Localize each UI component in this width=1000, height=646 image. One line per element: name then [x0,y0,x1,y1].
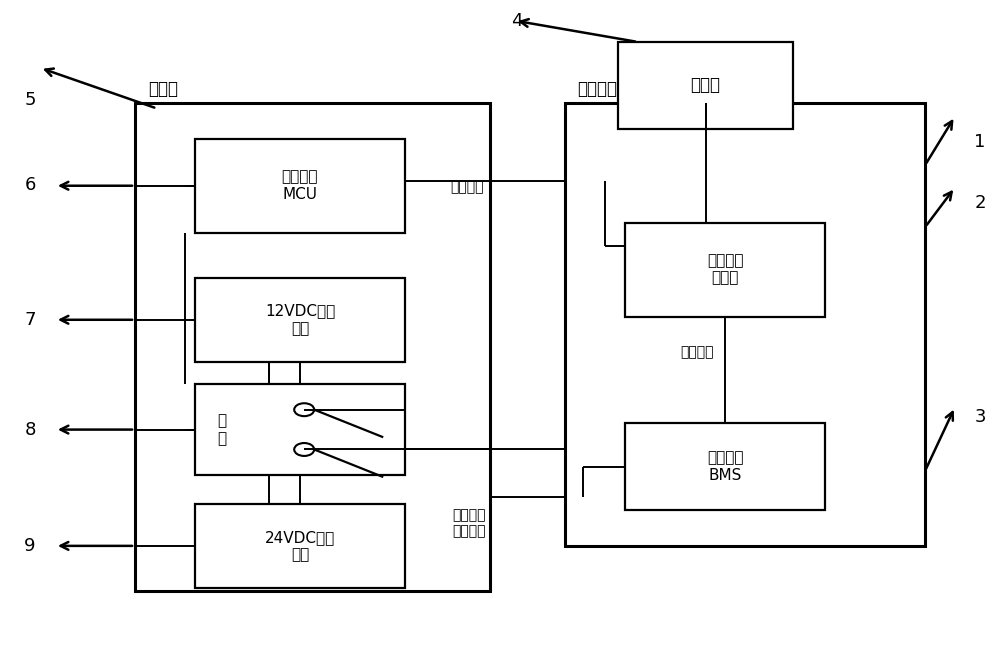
Text: 通信总线: 通信总线 [450,180,484,194]
Text: 充电机: 充电机 [148,80,178,98]
Text: 上位机: 上位机 [690,76,720,94]
Bar [195,139,405,233]
Text: 9: 9 [24,537,36,555]
Bar [565,103,925,546]
Bar [625,423,825,510]
Bar [195,278,405,362]
Text: 4: 4 [511,12,523,30]
Text: 3: 3 [974,408,986,426]
Text: 低压辅助
电源导线: 低压辅助 电源导线 [452,508,486,538]
Text: 5: 5 [24,91,36,109]
Text: 6: 6 [24,176,36,194]
Text: 2: 2 [974,194,986,213]
Bar [195,504,405,588]
Text: 开
关: 开 关 [217,413,227,446]
Text: 7: 7 [24,311,36,329]
Bar [195,384,405,475]
Bar [625,223,825,317]
Text: 8: 8 [24,421,36,439]
Text: 24VDC电源
模块: 24VDC电源 模块 [265,530,335,562]
Text: 电压等级
记录器: 电压等级 记录器 [707,253,743,286]
Bar [618,42,793,129]
Text: 电动汽车: 电动汽车 [577,80,617,98]
Bar [135,103,490,591]
Text: 12VDC电源
模块: 12VDC电源 模块 [265,304,335,336]
Text: 电动汽车
BMS: 电动汽车 BMS [707,450,743,483]
Text: 通信总线: 通信总线 [680,345,714,359]
Text: 1: 1 [974,133,986,151]
Text: 微控制器
MCU: 微控制器 MCU [282,169,318,202]
